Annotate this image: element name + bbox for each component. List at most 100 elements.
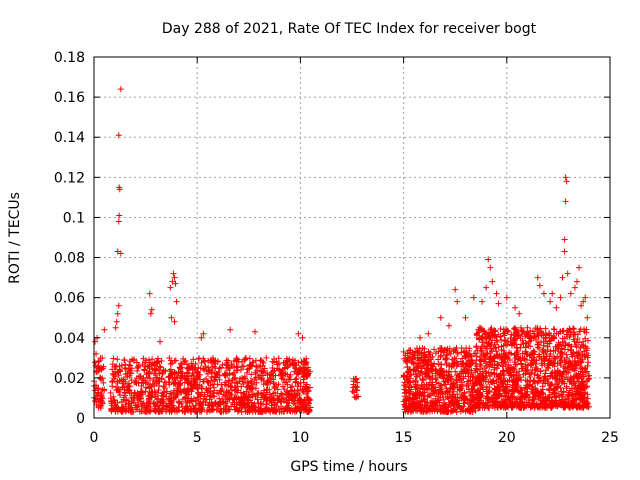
data-point [425, 348, 432, 355]
data-point [249, 393, 256, 400]
data-point [561, 335, 568, 342]
data-point [513, 369, 520, 376]
data-point [496, 374, 503, 381]
data-point [542, 325, 549, 332]
data-point [483, 284, 490, 291]
data-point [135, 373, 142, 380]
data-point [114, 387, 121, 394]
data-point [203, 376, 210, 383]
data-point [418, 368, 425, 375]
data-point [234, 356, 241, 363]
data-point [110, 355, 117, 362]
data-point [125, 387, 132, 394]
data-point [551, 363, 558, 370]
data-point [481, 358, 488, 365]
data-point [253, 379, 260, 386]
data-point [551, 398, 558, 405]
y-tick-label: 0.02 [54, 371, 85, 387]
data-point [481, 401, 488, 408]
data-point [534, 379, 541, 386]
data-point [231, 401, 238, 408]
data-point [512, 361, 519, 368]
data-point [571, 284, 578, 291]
data-point [560, 327, 567, 334]
data-point [118, 398, 125, 405]
data-point [262, 369, 269, 376]
data-point [101, 326, 108, 333]
data-point [426, 385, 433, 392]
data-point [531, 404, 538, 411]
data-point [291, 361, 298, 368]
data-point [174, 374, 181, 381]
data-point [579, 399, 586, 406]
data-point [567, 376, 574, 383]
data-point [508, 339, 515, 346]
data-point [477, 385, 484, 392]
data-point [524, 324, 531, 331]
data-point [245, 405, 252, 412]
data-point [423, 373, 430, 380]
data-point [529, 383, 536, 390]
data-point [584, 395, 591, 402]
data-point [177, 375, 184, 382]
data-point [401, 379, 408, 386]
data-point [248, 386, 255, 393]
data-point [274, 396, 281, 403]
data-point [216, 376, 223, 383]
data-point [489, 399, 496, 406]
data-point [249, 385, 256, 392]
data-point [157, 338, 164, 345]
data-point [264, 396, 271, 403]
data-point [100, 379, 107, 386]
data-point [519, 355, 526, 362]
data-point [170, 270, 177, 277]
data-point [166, 379, 173, 386]
data-point [114, 369, 121, 376]
data-point [248, 371, 255, 378]
data-point [404, 380, 411, 387]
data-point [127, 369, 134, 376]
data-point [503, 294, 510, 301]
data-point [228, 379, 235, 386]
data-point [511, 332, 518, 339]
data-point [216, 365, 223, 372]
data-point [487, 264, 494, 271]
data-point [502, 404, 509, 411]
data-point [510, 377, 517, 384]
data-point [568, 329, 575, 336]
data-point [489, 278, 496, 285]
data-point [487, 326, 494, 333]
data-point [425, 392, 432, 399]
data-point [182, 394, 189, 401]
data-point [502, 384, 509, 391]
data-point [512, 381, 519, 388]
data-point [542, 335, 549, 342]
data-point [354, 387, 361, 394]
data-point [501, 351, 508, 358]
data-point [548, 404, 555, 411]
data-point [416, 372, 423, 379]
data-point [410, 396, 417, 403]
data-point [497, 325, 504, 332]
data-point [406, 375, 413, 382]
data-point [117, 86, 124, 93]
data-point [550, 335, 557, 342]
data-point [425, 366, 432, 373]
data-point [458, 349, 465, 356]
data-point [536, 353, 543, 360]
data-point [514, 356, 521, 363]
data-point [430, 405, 437, 412]
data-point [167, 284, 174, 291]
data-point [296, 397, 303, 404]
data-point [91, 359, 98, 366]
data-point [585, 373, 592, 380]
data-point [519, 398, 526, 405]
data-point [491, 331, 498, 338]
data-point [148, 389, 155, 396]
data-point [284, 357, 291, 364]
data-point [166, 354, 173, 361]
data-point [540, 290, 547, 297]
data-point [542, 348, 549, 355]
data-point [489, 362, 496, 369]
data-point [207, 382, 214, 389]
